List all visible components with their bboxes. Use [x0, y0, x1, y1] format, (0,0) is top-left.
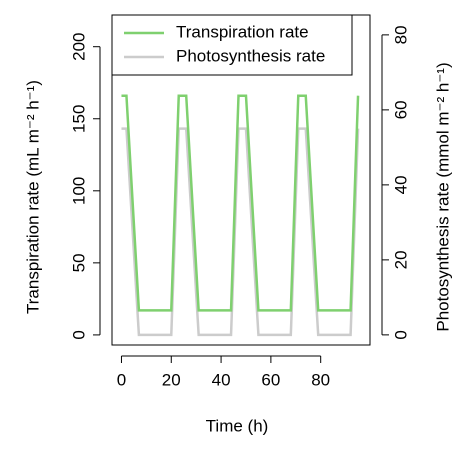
- series-line: [121, 94, 360, 312]
- y-tick-label: 0: [69, 330, 88, 339]
- y2-tick-label: 20: [391, 250, 410, 269]
- x-axis-title: Time (h): [206, 416, 269, 435]
- y2-tick-label: 0: [391, 330, 410, 339]
- x-tick-label: 80: [311, 370, 330, 389]
- legend-label: Transpiration rate: [176, 22, 309, 41]
- legend-label: Photosynthesis rate: [176, 46, 325, 65]
- y2-axis-title: Photosynthesis rate (mmol m⁻² h⁻¹): [433, 62, 452, 331]
- y-tick-label: 200: [69, 33, 88, 61]
- x-tick-label: 20: [162, 370, 181, 389]
- legend-box: [111, 14, 353, 76]
- series-line: [121, 127, 360, 337]
- y-tick-label: 150: [69, 105, 88, 133]
- y2-tick-label: 60: [391, 100, 410, 119]
- y2-tick-label: 40: [391, 175, 410, 194]
- y-tick-label: 100: [69, 177, 88, 205]
- x-tick-label: 40: [212, 370, 231, 389]
- y-tick-label: 50: [69, 253, 88, 272]
- y-axis-title: Transpiration rate (mL m⁻² h⁻¹): [23, 80, 42, 314]
- x-tick-label: 0: [117, 370, 126, 389]
- x-tick-label: 60: [261, 370, 280, 389]
- y2-tick-label: 80: [391, 25, 410, 44]
